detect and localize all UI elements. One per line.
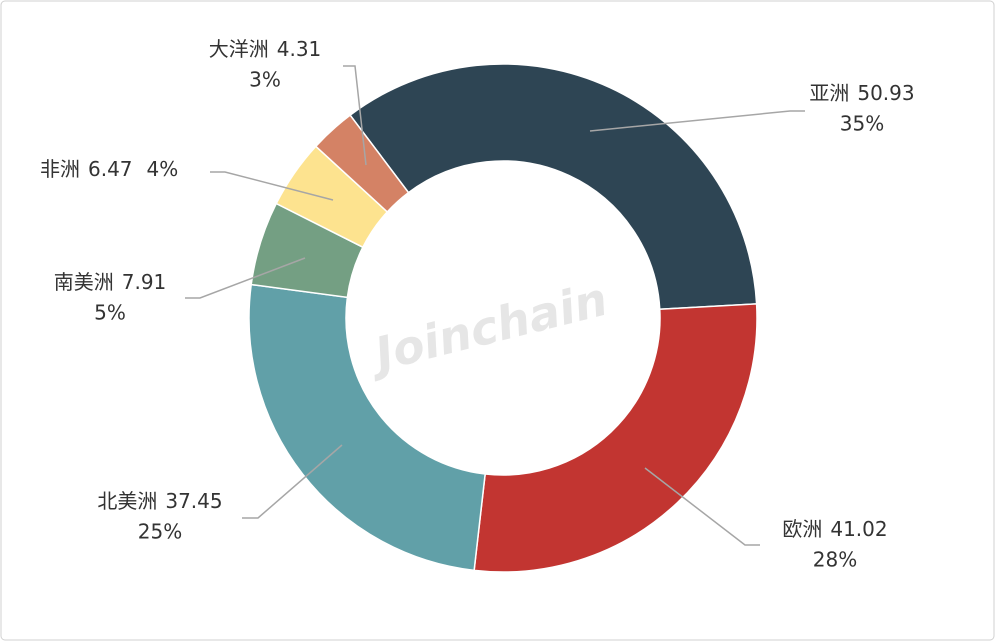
donut	[248, 63, 758, 573]
label-percent: 25%	[138, 520, 182, 544]
label-percent: 5%	[94, 301, 126, 325]
donut-slice	[349, 63, 758, 311]
label-value: 6.47	[88, 157, 133, 181]
leader-line	[644, 467, 760, 546]
donut-slice	[473, 303, 758, 573]
label-percent: 35%	[840, 112, 884, 136]
label-category: 南美洲	[54, 270, 114, 294]
label-category: 欧洲	[782, 517, 822, 541]
leader-line	[185, 257, 306, 299]
data-label: 大洋洲 4.31	[209, 37, 322, 61]
label-value: 4.31	[277, 37, 322, 61]
leader-line	[343, 65, 367, 166]
label-value: 37.45	[165, 489, 222, 513]
label-percent: 3%	[249, 68, 281, 92]
label-category: 非洲	[40, 157, 80, 181]
leader-line	[589, 110, 805, 132]
data-label: 亚洲 50.93	[809, 81, 914, 105]
data-label: 南美洲 7.91	[54, 270, 167, 294]
data-label: 北美洲 37.45	[97, 489, 222, 513]
label-percent: 4%	[147, 157, 179, 181]
donut-slice	[314, 114, 410, 213]
label-value: 7.91	[122, 270, 167, 294]
label-percent: 28%	[813, 548, 857, 572]
leader-line	[210, 171, 334, 201]
label-value: 41.02	[830, 517, 887, 541]
data-label: 非洲 6.47 4%	[40, 157, 178, 181]
donut-slice	[248, 283, 486, 572]
leader-line	[242, 444, 343, 519]
label-category: 北美洲	[97, 489, 157, 513]
label-category: 大洋洲	[209, 37, 269, 61]
data-label: 欧洲 41.02	[782, 517, 887, 541]
label-category: 亚洲	[809, 81, 849, 105]
labels: 亚洲 50.93 35% 欧洲 41.02 28% 北美洲 37.45 25% 南美洲 7.91 5%…	[40, 37, 915, 572]
label-value: 50.93	[857, 81, 914, 105]
